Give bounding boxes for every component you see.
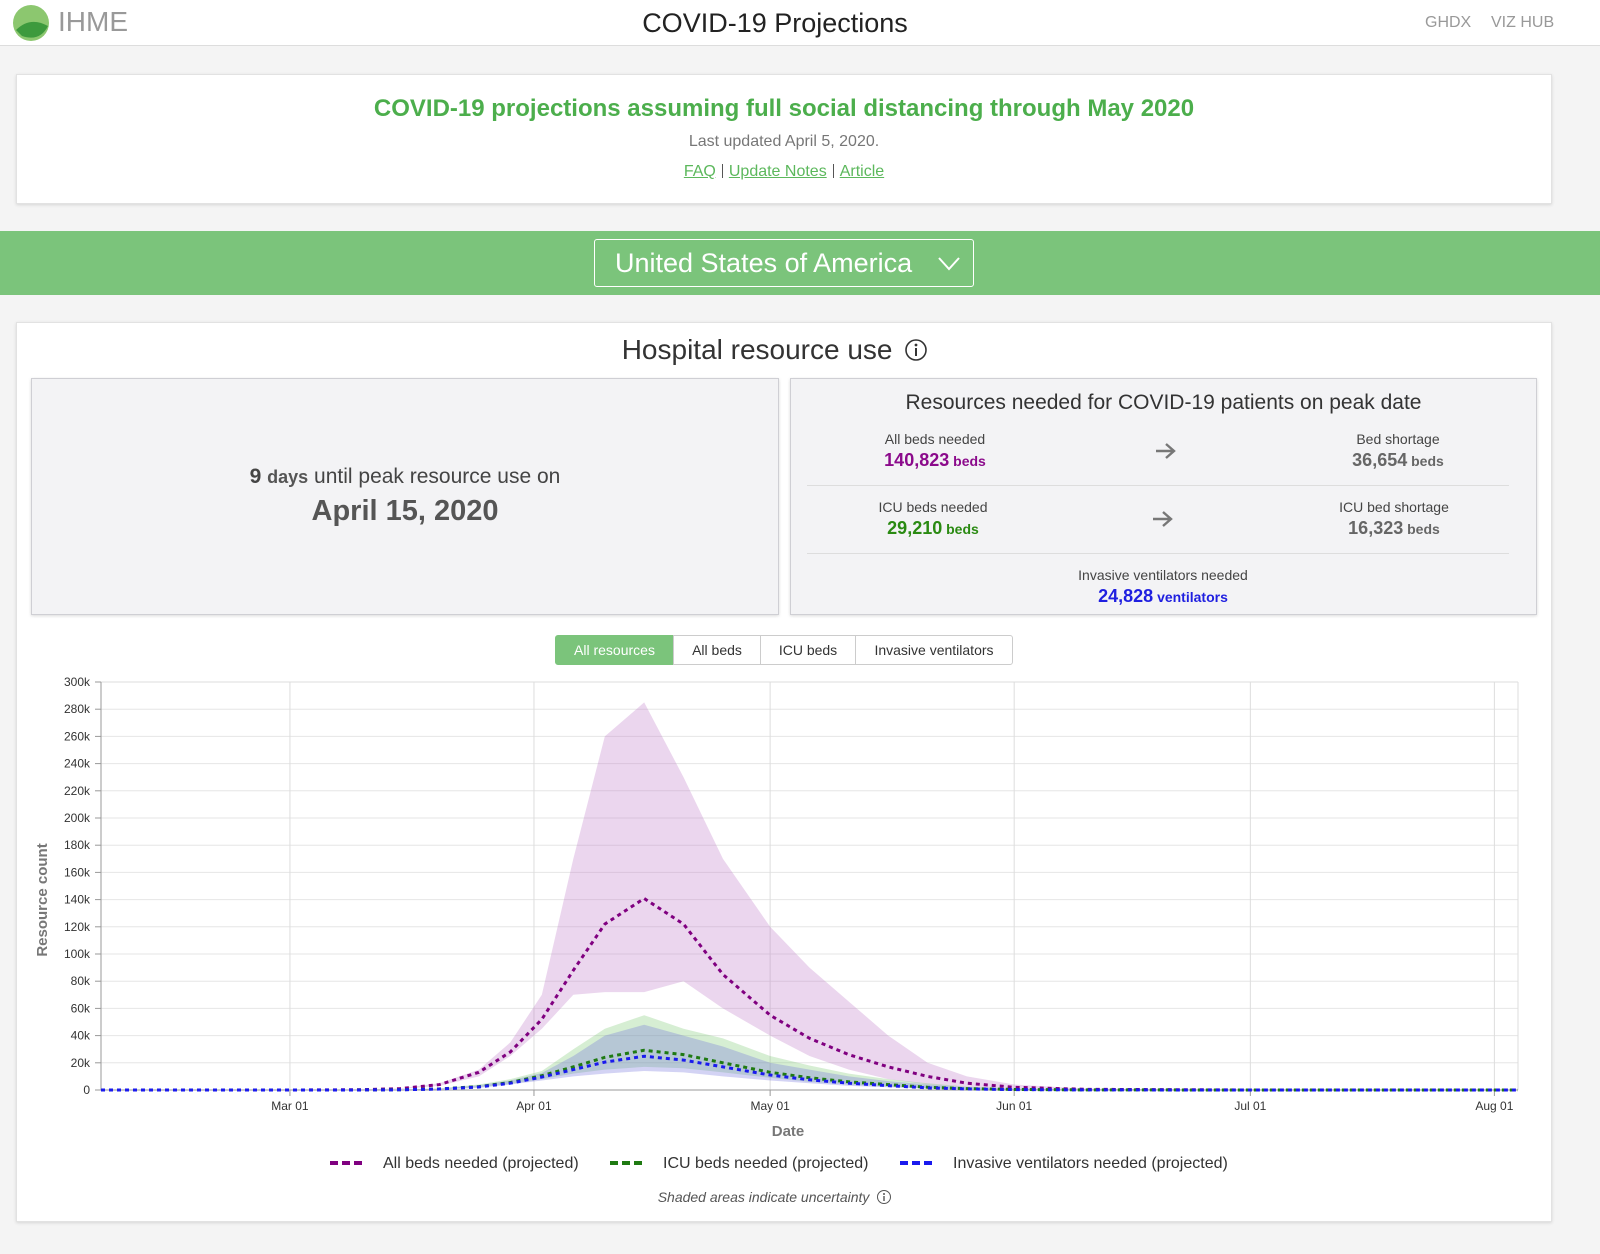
app-title: COVID-19 Projections: [642, 8, 908, 38]
footnote: Shaded areas indicate uncertainty: [0, 1189, 1550, 1205]
value: 16,323: [1348, 518, 1404, 538]
y-tick-label: 80k: [71, 974, 91, 988]
nav-link[interactable]: GHDX: [1425, 14, 1472, 31]
nav-link[interactable]: VIZ HUB: [1491, 14, 1555, 31]
section-title: Hospital resource use: [0, 334, 1550, 366]
x-tick-label: Jul 01: [1234, 1099, 1266, 1113]
x-tick-label: May 01: [750, 1099, 790, 1113]
tab[interactable]: ICU beds: [760, 635, 856, 665]
x-tick-label: Aug 01: [1475, 1099, 1513, 1113]
chevron: [938, 257, 960, 271]
y-tick-label: 200k: [64, 811, 91, 825]
y-tick-label: 60k: [71, 1001, 91, 1015]
y-tick-label: 160k: [64, 865, 91, 879]
y-axis-label: Resource count: [34, 843, 51, 956]
tab[interactable]: All resources: [555, 635, 674, 665]
unit: beds: [1407, 521, 1440, 537]
days-unit: days: [267, 467, 309, 487]
links: FAQ Update Notes Article: [17, 163, 1551, 181]
series-line: [101, 1054, 1518, 1092]
uncertainty-band: [101, 702, 1518, 1090]
peak-text: until peak resource use on: [314, 465, 561, 488]
notice-title: COVID-19 projections assuming full socia…: [373, 95, 1195, 122]
value: 24,828: [1098, 586, 1154, 606]
label: ICU bed shortage: [1339, 499, 1449, 515]
y-tick-label: 120k: [64, 920, 91, 934]
y-tick-label: 100k: [64, 947, 91, 961]
location: United States of America: [615, 248, 913, 278]
link[interactable]: Update Notes: [728, 163, 827, 180]
value: 36,654: [1352, 450, 1408, 470]
uncertainty-band: [101, 1015, 1518, 1090]
unit: ventilators: [1157, 589, 1228, 605]
label: Invasive ventilators needed: [1078, 567, 1248, 583]
y-tick-label: 180k: [64, 838, 91, 852]
unit: beds: [953, 453, 986, 469]
brand: IHME: [58, 6, 128, 37]
value: 29,210: [887, 518, 943, 538]
x-tick-label: Apr 01: [516, 1099, 552, 1113]
info-icon[interactable]: [876, 1189, 892, 1205]
y-tick-label: 260k: [64, 729, 91, 743]
y-tick-label: 300k: [64, 675, 91, 689]
series-line: [101, 1048, 1518, 1092]
tab[interactable]: Invasive ventilators: [855, 635, 1013, 665]
x-tick-label: Mar 01: [271, 1099, 309, 1113]
unit: beds: [1411, 453, 1444, 469]
y-tick-label: 0: [83, 1083, 90, 1097]
updated: Last updated April 5, 2020.: [688, 133, 880, 150]
legend-label: All beds needed (projected): [383, 1155, 579, 1172]
location-bar: United States of America: [0, 231, 1600, 295]
peak-line: 9 days until peak resource use on: [32, 465, 778, 489]
arrow: [1156, 443, 1176, 459]
resources-title: Resources needed for COVID-19 patients o…: [905, 391, 1422, 414]
chart: 0 20k 40k 60k 80k 100k 120k 140k 160k 180k 200k 220…: [34, 675, 1519, 1172]
footnote-text: Shaded areas indicate uncertainty: [657, 1189, 870, 1205]
y-tick-label: 140k: [64, 893, 91, 907]
y-tick-label: 20k: [71, 1056, 91, 1070]
label: ICU beds needed: [878, 499, 988, 515]
tab[interactable]: All beds: [673, 635, 761, 665]
label: Bed shortage: [1356, 431, 1440, 447]
x-tick-label: Jun 01: [996, 1099, 1032, 1113]
unit: beds: [946, 521, 979, 537]
location-select[interactable]: United States of America: [594, 239, 974, 287]
resources-box: Resources needed for COVID-19 patients o…: [790, 378, 1537, 615]
y-tick-label: 280k: [64, 702, 91, 716]
days: 9: [249, 465, 262, 488]
link[interactable]: Article: [839, 163, 885, 180]
legend-label: ICU beds needed (projected): [663, 1155, 868, 1172]
label: All beds needed: [884, 431, 986, 447]
x-axis-label: Date: [772, 1123, 805, 1140]
info-icon[interactable]: [904, 338, 928, 362]
y-tick-label: 240k: [64, 757, 91, 771]
value: 140,823: [884, 450, 950, 470]
peak-date: April 15, 2020: [311, 495, 499, 527]
y-tick-label: 220k: [64, 784, 91, 798]
y-tick-label: 40k: [71, 1029, 91, 1043]
link[interactable]: FAQ: [683, 163, 716, 180]
logo: [13, 5, 49, 41]
arrow: [1153, 511, 1173, 527]
peak-box: 9 days until peak resource use on April …: [31, 378, 779, 615]
section-title-text: Hospital resource use: [621, 334, 893, 365]
legend-label: Invasive ventilators needed (projected): [953, 1155, 1228, 1172]
header: IHME COVID-19 Projections GHDX VIZ HUB: [0, 0, 1600, 46]
notice-card: COVID-19 projections assuming full socia…: [16, 74, 1552, 204]
